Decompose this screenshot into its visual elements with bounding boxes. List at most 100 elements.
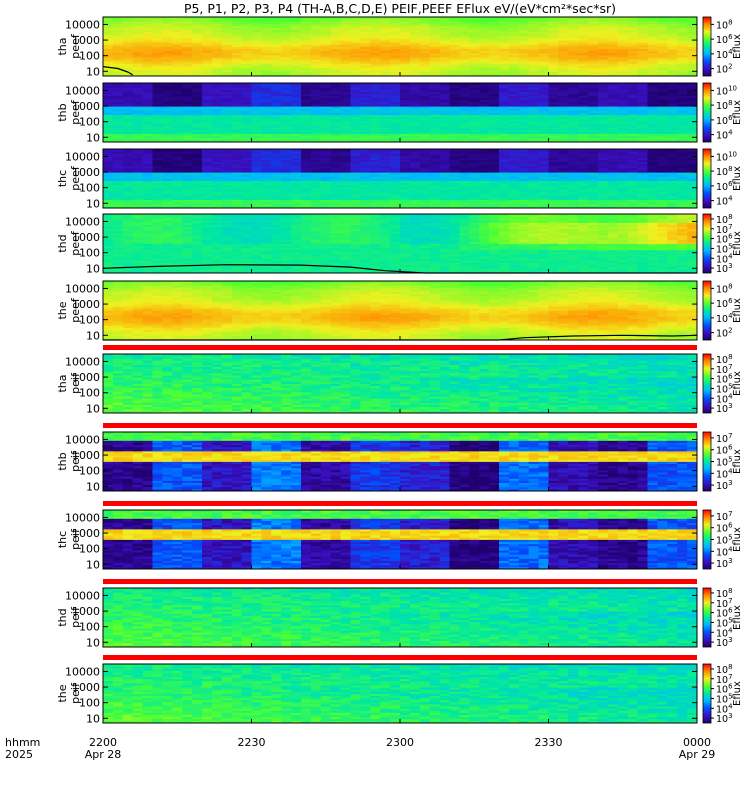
spectrogram-cell bbox=[132, 106, 143, 109]
spectrogram-cell bbox=[221, 118, 233, 122]
spectrogram-cell bbox=[538, 153, 549, 156]
colorbar-label: Eflux bbox=[732, 34, 743, 59]
spectrogram-cell bbox=[489, 123, 500, 126]
spectrogram-cell bbox=[489, 159, 500, 163]
spectrogram-cell bbox=[261, 120, 272, 124]
spectrogram-cell bbox=[231, 27, 242, 31]
spectrogram-cell bbox=[578, 71, 589, 75]
spectrogram-cell bbox=[518, 199, 530, 203]
spectrogram-cell bbox=[320, 50, 332, 54]
spectrogram-cell bbox=[291, 151, 302, 154]
spectrogram-cell bbox=[390, 167, 401, 171]
spectrogram-cell bbox=[350, 193, 361, 196]
spectrogram-cell bbox=[479, 123, 490, 126]
spectrogram-cell bbox=[607, 135, 619, 139]
spectrogram-cell bbox=[419, 133, 431, 137]
spectrogram-cell bbox=[202, 73, 213, 77]
spectrogram-cell bbox=[499, 54, 510, 58]
spectrogram-cell bbox=[528, 23, 539, 26]
spectrogram-cell bbox=[261, 44, 272, 47]
spectrogram-cell bbox=[231, 116, 242, 120]
spectrogram-cell bbox=[103, 97, 114, 101]
spectrogram-cell bbox=[578, 195, 589, 198]
spectrogram-cell bbox=[192, 184, 203, 188]
spectrogram-cell bbox=[568, 184, 579, 188]
spectrogram-cell bbox=[281, 172, 292, 175]
spectrogram-cell bbox=[489, 116, 500, 120]
spectrogram-cell bbox=[419, 184, 431, 188]
spectrogram-cell bbox=[588, 205, 599, 209]
spectrogram-cell bbox=[291, 135, 302, 139]
spectrogram-cell bbox=[221, 197, 233, 200]
spectrogram-cell bbox=[687, 44, 698, 47]
spectrogram-cell bbox=[310, 106, 322, 109]
spectrogram-cell bbox=[132, 73, 143, 77]
spectrogram-cell bbox=[340, 161, 351, 165]
spectrogram-cell bbox=[637, 31, 648, 35]
spectrogram-cell bbox=[528, 83, 539, 86]
spectrogram-cell bbox=[182, 118, 193, 122]
spectrogram-cell bbox=[291, 153, 302, 156]
spectrogram-cell bbox=[211, 116, 223, 120]
spectrogram-cell bbox=[637, 29, 648, 33]
spectrogram-cell bbox=[439, 101, 450, 105]
spectrogram-cell bbox=[459, 48, 470, 52]
spectrogram-cell bbox=[469, 174, 480, 177]
spectrogram-cell bbox=[251, 184, 262, 188]
spectrogram-cell bbox=[687, 101, 698, 105]
spectrogram-cell bbox=[459, 170, 470, 173]
spectrogram-cell bbox=[449, 48, 460, 52]
spectrogram-cell bbox=[489, 67, 500, 71]
spectrogram-cell bbox=[538, 23, 549, 26]
spectrogram-cell bbox=[202, 186, 213, 190]
spectrogram-cell bbox=[528, 133, 539, 137]
spectrogram-cell bbox=[152, 184, 163, 188]
spectrogram-cell bbox=[400, 21, 411, 24]
spectrogram-cell bbox=[518, 97, 530, 101]
spectrogram-cell bbox=[528, 17, 539, 20]
spectrogram-cell bbox=[647, 29, 658, 33]
spectrogram-cell bbox=[499, 87, 510, 90]
spectrogram-cell bbox=[192, 133, 203, 137]
spectrogram-cell bbox=[429, 23, 440, 26]
spectrogram-cell bbox=[677, 83, 688, 86]
spectrogram-cell bbox=[598, 52, 609, 56]
spectrogram-cell bbox=[360, 203, 371, 207]
spectrogram-cell bbox=[251, 65, 262, 68]
spectrogram-cell bbox=[360, 167, 371, 171]
spectrogram-cell bbox=[241, 27, 252, 31]
spectrogram-cell bbox=[271, 54, 282, 58]
spectrogram-cell bbox=[310, 83, 322, 86]
spectrogram-cell bbox=[538, 133, 549, 137]
spectrogram-cell bbox=[172, 83, 183, 86]
spectrogram-cell bbox=[310, 159, 322, 163]
spectrogram-cell bbox=[439, 116, 450, 120]
spectrogram-cell bbox=[449, 99, 460, 103]
spectrogram-cell bbox=[202, 52, 213, 56]
spectrogram-cell bbox=[617, 186, 629, 190]
spectrogram-cell bbox=[152, 69, 163, 73]
spectrogram-cell bbox=[103, 189, 114, 192]
spectrogram-cell bbox=[182, 137, 193, 141]
spectrogram-cell bbox=[508, 101, 520, 105]
spectrogram-cell bbox=[617, 178, 629, 182]
spectrogram-cell bbox=[202, 89, 213, 92]
spectrogram-cell bbox=[271, 174, 282, 177]
spectrogram-cell bbox=[103, 133, 114, 137]
spectrogram-cell bbox=[221, 163, 233, 167]
spectrogram-cell bbox=[330, 167, 341, 171]
spectrogram-cell bbox=[538, 19, 549, 22]
spectrogram-cell bbox=[400, 205, 411, 209]
spectrogram-cell bbox=[499, 201, 510, 205]
spectrogram-cell bbox=[508, 73, 520, 77]
spectrogram-cell bbox=[281, 69, 292, 73]
spectrogram-cell bbox=[558, 195, 569, 198]
spectrogram-cell bbox=[281, 133, 292, 137]
spectrogram-cell bbox=[172, 54, 183, 58]
spectrogram-cell bbox=[548, 57, 559, 60]
spectrogram-cell bbox=[637, 151, 648, 154]
spectrogram-cell bbox=[370, 104, 381, 107]
spectrogram-cell bbox=[271, 161, 282, 165]
spectrogram-cell bbox=[211, 71, 223, 75]
spectrogram-cell bbox=[657, 52, 668, 56]
